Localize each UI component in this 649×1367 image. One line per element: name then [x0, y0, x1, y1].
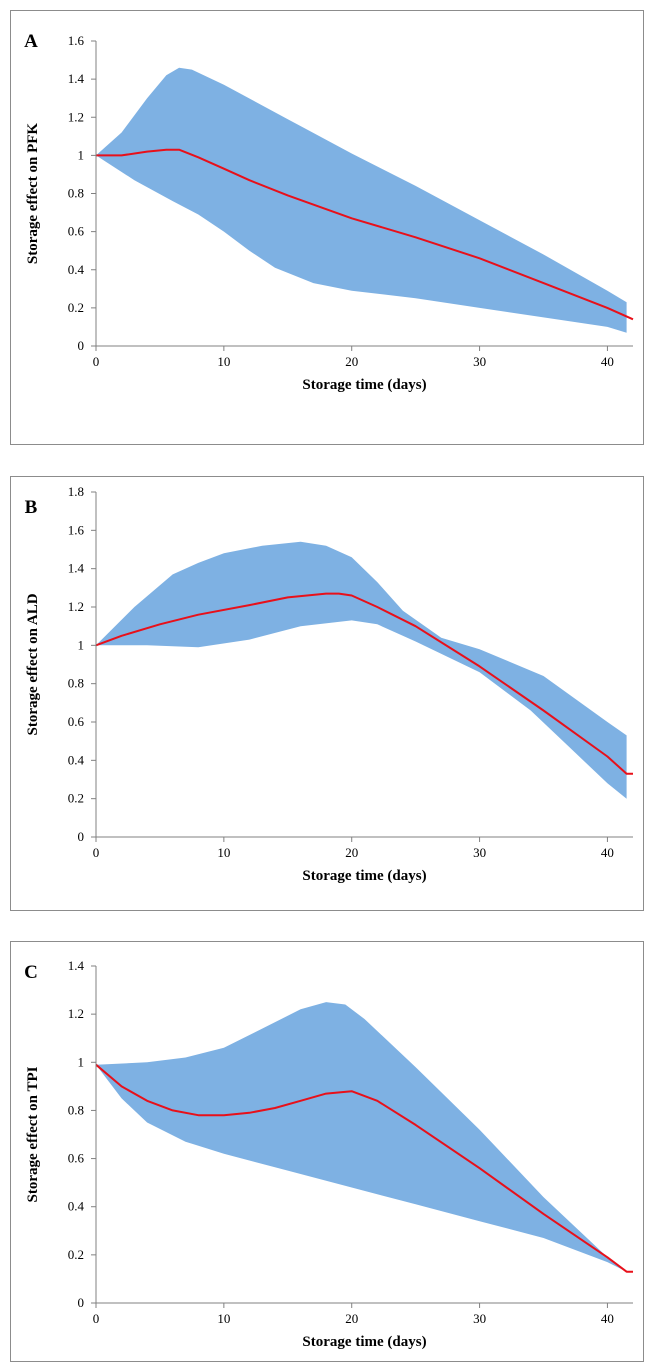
x-tick-label: 30	[473, 1311, 486, 1326]
x-tick-label: 40	[601, 1311, 614, 1326]
y-tick-label: 1.4	[68, 561, 85, 576]
panel-label: C	[24, 962, 38, 983]
x-tick-label: 0	[93, 845, 100, 860]
confidence-band	[96, 1002, 627, 1272]
y-tick-label: 0.8	[68, 676, 84, 691]
confidence-band	[96, 67, 627, 333]
x-tick-label: 20	[345, 354, 358, 369]
median-line	[95, 592, 633, 775]
x-tick-label: 0	[93, 1311, 100, 1326]
y-axis-title: Storage effect on PFK	[25, 123, 41, 265]
y-tick-label: 0.4	[68, 752, 85, 767]
x-tick-label: 30	[473, 845, 486, 860]
x-tick-label: 20	[345, 845, 358, 860]
median-line	[95, 1063, 633, 1273]
y-tick-label: 0.6	[68, 1151, 85, 1166]
y-tick-label: 0.2	[68, 1247, 84, 1262]
y-tick-label: 0.6	[68, 224, 85, 239]
x-tick-label: 10	[217, 354, 230, 369]
y-tick-label: 1.6	[68, 33, 85, 48]
y-tick-label: 1	[78, 147, 85, 162]
y-tick-label: 1.4	[68, 958, 85, 973]
y-tick-label: 1.2	[68, 599, 84, 614]
confidence-band	[96, 541, 627, 799]
x-tick-label: 20	[345, 1311, 358, 1326]
chart-b: 0 0.2 0.4 0.6 0.8 1 1.2 1.4 1.6 1.8 0 10 20 30 40 B Stor…	[25, 484, 633, 884]
y-tick-label: 1.6	[68, 522, 85, 537]
y-tick-label: 1.2	[68, 109, 84, 124]
y-tick-label: 1.8	[68, 484, 84, 499]
x-tick-label: 10	[217, 845, 230, 860]
y-tick-label: 0.2	[68, 791, 84, 806]
median-line	[96, 148, 634, 321]
panel-label: A	[24, 31, 38, 52]
y-tick-label: 0.8	[68, 1102, 84, 1117]
y-tick-label: 0.4	[68, 262, 85, 277]
chart-c: 0 0.2 0.4 0.6 0.8 1 1.2 1.4 0 10 20 30 40 C Storage ti…	[24, 958, 633, 1350]
y-axis-title: Storage effect on TPI	[25, 1066, 41, 1202]
y-axis-title: Storage effect on ALD	[25, 593, 41, 735]
chart-panel-a: 0 0.2 0.4 0.6 0.8 1 1.2 1.4 1.6 0 10 20 30 40 A Storage…	[10, 10, 644, 445]
x-tick-label: 40	[601, 354, 614, 369]
x-tick-label: 0	[93, 354, 100, 369]
y-tick-label: 0	[78, 829, 85, 844]
x-axis-title: Storage time (days)	[302, 377, 426, 393]
chart-panel-b: 0 0.2 0.4 0.6 0.8 1 1.2 1.4 1.6 1.8 0 10 20 30 40 B Stor…	[10, 476, 644, 911]
y-tick-label: 1.2	[68, 1006, 84, 1021]
chart-a: 0 0.2 0.4 0.6 0.8 1 1.2 1.4 1.6 0 10 20 30 40 A Storage…	[24, 31, 634, 393]
y-tick-label: 0	[78, 1295, 85, 1310]
y-tick-label: 1.4	[68, 71, 85, 86]
panel-label: B	[25, 497, 38, 518]
chart-panel-c: 0 0.2 0.4 0.6 0.8 1 1.2 1.4 0 10 20 30 40 C Storage ti…	[10, 941, 644, 1362]
y-tick-label: 0	[78, 338, 85, 353]
x-tick-label: 30	[473, 354, 486, 369]
y-tick-label: 1	[78, 637, 85, 652]
y-tick-label: 0.2	[68, 300, 84, 315]
x-tick-label: 40	[601, 845, 614, 860]
y-tick-label: 1	[78, 1054, 85, 1069]
x-tick-label: 10	[217, 1311, 230, 1326]
x-axis-title: Storage time (days)	[302, 868, 426, 884]
x-axis-title: Storage time (days)	[302, 1334, 426, 1350]
y-tick-label: 0.6	[68, 714, 85, 729]
y-tick-label: 0.4	[68, 1199, 85, 1214]
y-tick-label: 0.8	[68, 186, 84, 201]
